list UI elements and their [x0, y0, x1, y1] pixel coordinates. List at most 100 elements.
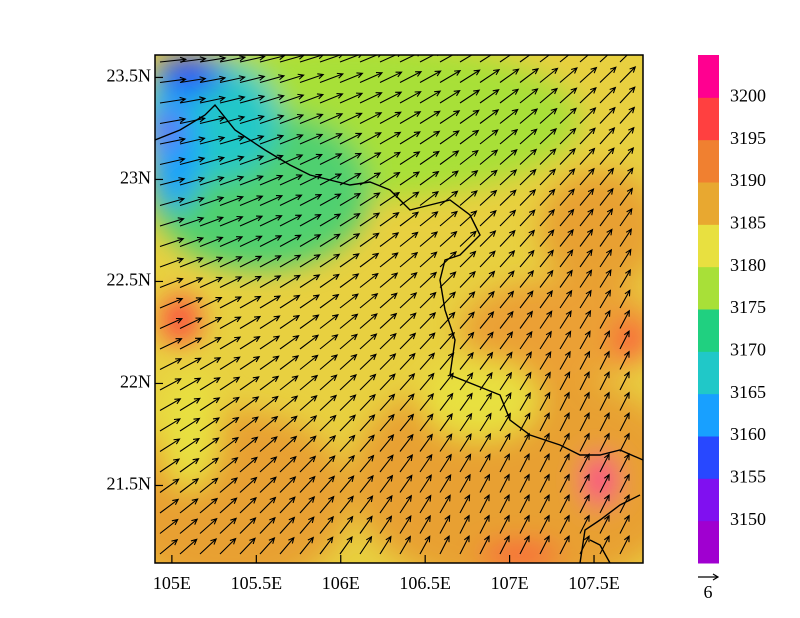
wind-arrow — [519, 473, 530, 493]
wind-arrow — [559, 391, 570, 411]
wind-arrow — [359, 232, 380, 247]
wind-arrow — [499, 250, 516, 268]
wind-arrow — [239, 94, 266, 104]
wind-arrow — [479, 270, 496, 288]
wind-arrow — [379, 515, 393, 534]
colorbar-label: 3180 — [730, 255, 766, 275]
wind-arrow — [559, 249, 574, 268]
wind-arrow — [199, 477, 219, 493]
wind-arrow — [359, 434, 375, 452]
wind-arrow — [259, 355, 280, 370]
wind-arrow — [219, 135, 246, 145]
wind-arrow — [479, 169, 498, 186]
wind-arrow — [459, 473, 471, 493]
wind-arrow — [499, 514, 510, 534]
wind-arrow — [599, 453, 610, 473]
colorbar-label: 3185 — [730, 212, 766, 232]
wind-arrow — [479, 331, 494, 350]
wind-arrow — [219, 477, 238, 493]
wind-arrow — [439, 90, 461, 104]
wind-arrow — [179, 216, 205, 227]
wind-arrow — [199, 236, 224, 248]
wind-arrow — [359, 192, 381, 206]
wind-arrow — [199, 196, 225, 207]
wind-arrow — [299, 93, 325, 104]
wind-arrow — [519, 128, 538, 145]
wind-arrow — [299, 314, 320, 329]
reference-vector-label: 6 — [704, 582, 713, 602]
wind-arrow — [359, 313, 378, 329]
wind-arrow — [339, 233, 361, 247]
wind-arrow — [299, 274, 321, 288]
y-tick-label: 21.5N — [107, 474, 152, 494]
wind-arrow — [539, 391, 551, 411]
wind-arrow — [419, 190, 440, 206]
wind-arrow — [319, 434, 337, 452]
wind-arrow — [459, 291, 476, 309]
wind-arrow — [539, 535, 550, 555]
wind-arrow — [439, 473, 452, 493]
wind-arrow — [179, 76, 207, 84]
wind-arrow — [399, 494, 413, 514]
wind-arrow — [579, 147, 596, 165]
wind-arrow — [179, 176, 206, 186]
wind-arrow — [479, 392, 493, 411]
wind-arrow — [159, 317, 184, 330]
wind-arrow — [439, 494, 451, 514]
wind-arrow — [319, 213, 342, 227]
wind-arrow — [399, 433, 414, 452]
wind-arrow — [299, 475, 316, 493]
wind-arrow — [319, 72, 345, 84]
wind-arrow — [259, 315, 281, 329]
wind-arrow — [379, 91, 403, 104]
wind-arrow — [519, 330, 533, 350]
wind-arrow — [559, 147, 576, 165]
wind-arrow — [419, 55, 439, 63]
wind-arrow — [239, 134, 265, 145]
wind-arrow — [359, 373, 377, 391]
wind-arrow — [339, 333, 358, 350]
wind-arrow — [199, 457, 220, 473]
wind-arrow — [279, 496, 296, 514]
wind-arrow — [459, 190, 478, 206]
wind-arrow — [499, 68, 520, 83]
wind-arrow — [259, 194, 284, 207]
wind-arrow — [319, 253, 341, 268]
wind-arrow — [579, 55, 589, 63]
wind-arrow — [559, 514, 570, 534]
wind-arrow — [619, 55, 628, 63]
wind-arrow — [399, 91, 422, 104]
wind-arrow — [499, 108, 519, 124]
wind-arrow — [399, 271, 418, 288]
y-tick-label: 22N — [120, 372, 151, 392]
wind-arrow — [459, 250, 477, 268]
wind-arrow — [539, 107, 558, 124]
wind-arrow — [459, 535, 470, 555]
wind-arrow — [399, 71, 423, 83]
wind-arrow — [179, 337, 203, 350]
wind-arrow — [599, 391, 610, 411]
wind-arrow — [439, 55, 459, 63]
wind-arrow — [499, 270, 515, 288]
wind-arrow — [559, 371, 571, 391]
wind-arrow — [619, 167, 634, 186]
wind-arrow — [539, 208, 555, 227]
wind-arrow — [339, 434, 356, 452]
wind-arrow — [299, 435, 317, 452]
wind-arrow — [479, 535, 490, 555]
wind-arrow — [299, 354, 319, 370]
plot-frame — [154, 54, 644, 564]
wind-arrow — [419, 311, 437, 329]
wind-arrow — [419, 150, 440, 165]
wind-arrow — [619, 371, 630, 391]
wind-arrow — [259, 476, 277, 493]
wind-arrow — [279, 334, 300, 350]
wind-arrow — [519, 371, 532, 391]
wind-arrow — [299, 536, 315, 555]
wind-arrow — [159, 438, 181, 452]
y-tick-label: 22.5N — [107, 270, 152, 290]
wind-arrow — [379, 353, 397, 370]
wind-arrow — [539, 128, 558, 145]
wind-arrow — [619, 432, 630, 452]
wind-arrow — [359, 272, 379, 288]
